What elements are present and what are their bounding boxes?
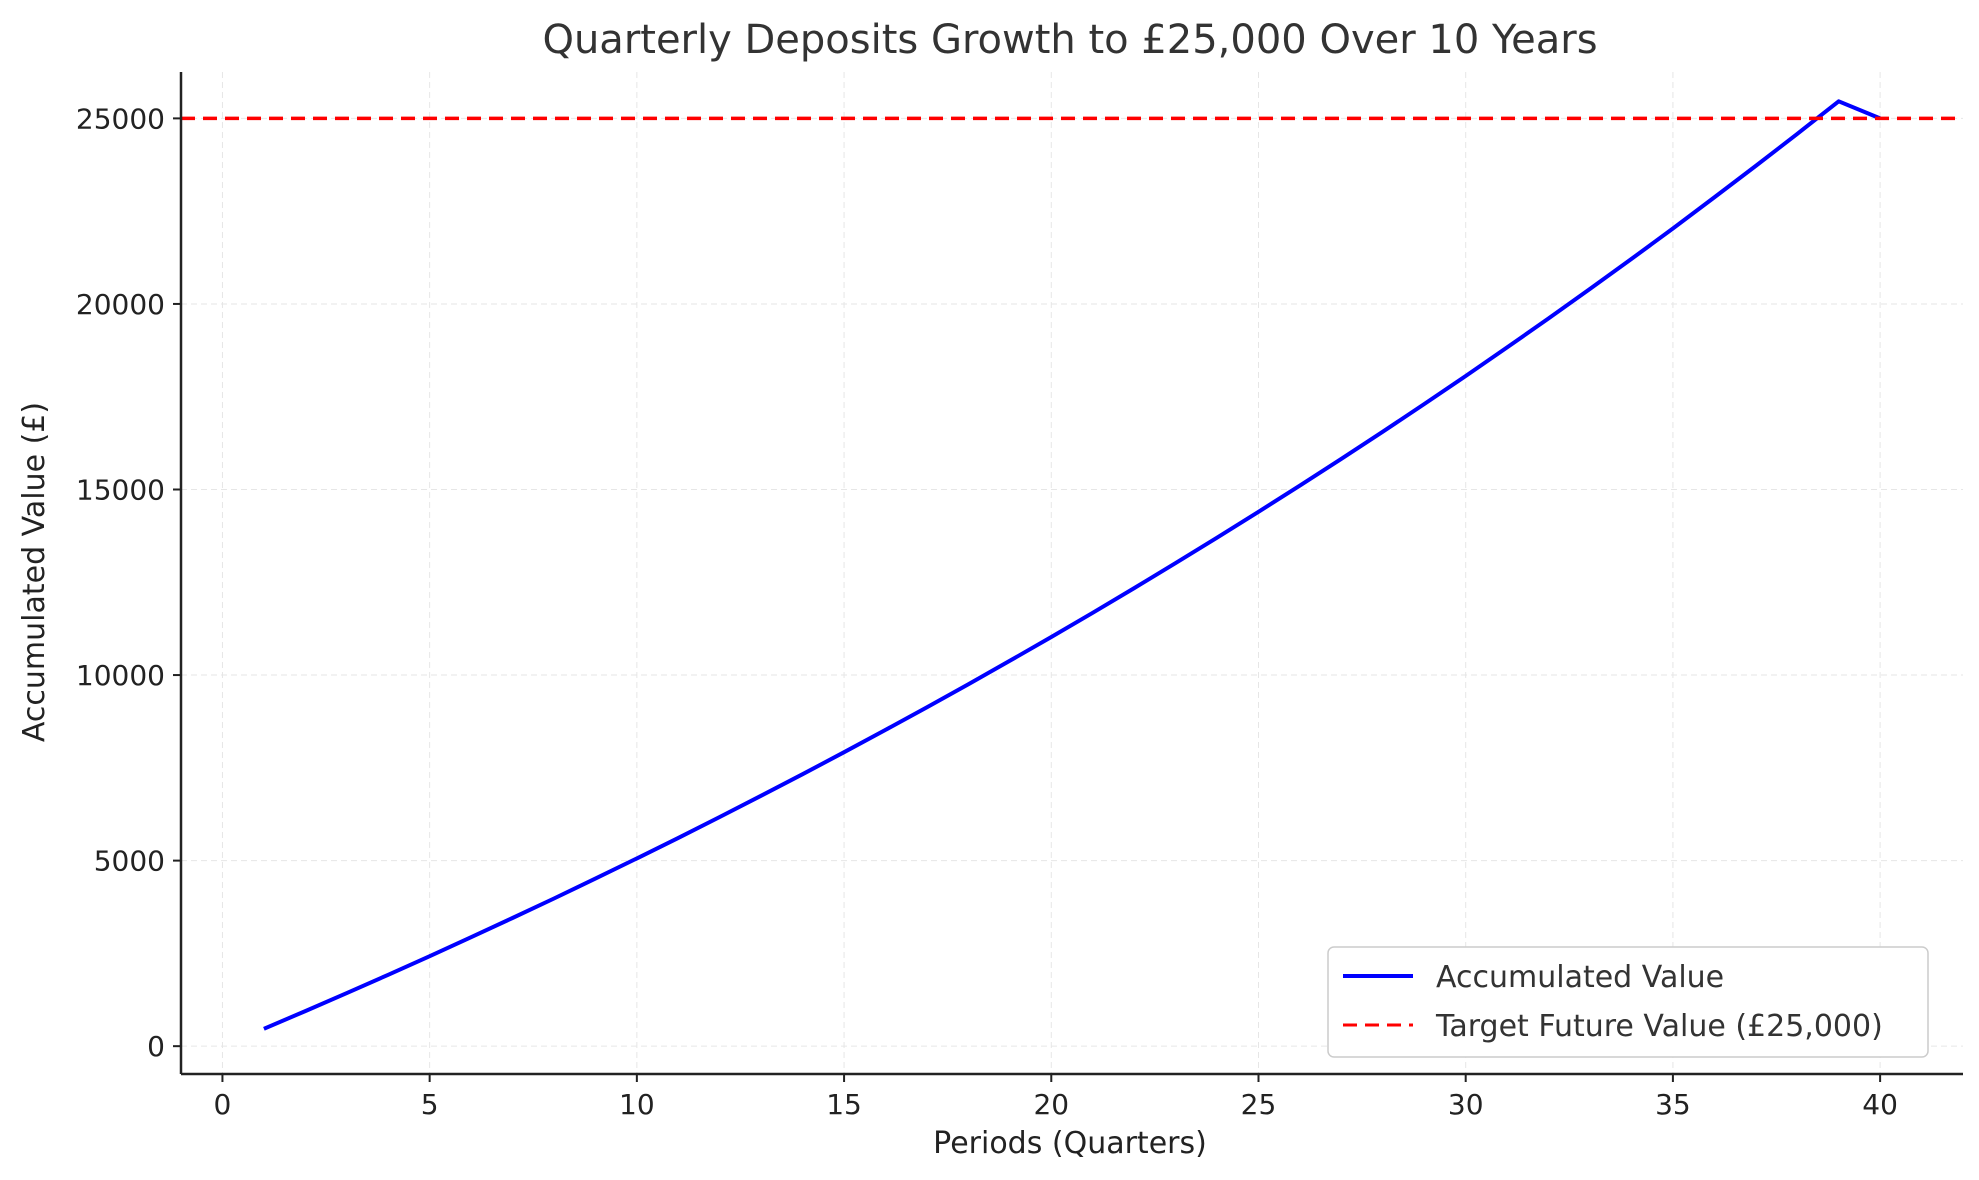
x-tick-label: 5 (421, 1088, 439, 1121)
y-tick-label: 15000 (76, 474, 165, 507)
x-tick-label: 35 (1655, 1088, 1691, 1121)
x-axis-label: Periods (Quarters) (933, 1126, 1207, 1161)
x-tick-label: 10 (619, 1088, 655, 1121)
legend: Accumulated Value Target Future Value (£… (1327, 946, 1929, 1058)
chart-title: Quarterly Deposits Growth to £25,000 Ove… (542, 17, 1597, 63)
legend-box (1327, 946, 1929, 1058)
x-tick-label: 20 (1033, 1088, 1069, 1121)
axes: 0 5 10 15 20 25 30 35 40 0 5000 10000 15000 20000 2500… (76, 72, 1963, 1121)
y-tick-label: 5000 (94, 845, 165, 878)
legend-label-accumulated-value: Accumulated Value (1436, 960, 1724, 995)
x-tick-label: 15 (826, 1088, 862, 1121)
y-tick-label: 10000 (76, 659, 165, 692)
y-tick-label: 25000 (76, 102, 165, 135)
legend-label-target-future-value: Target Future Value (£25,000) (1435, 1009, 1883, 1044)
grid (181, 72, 1963, 1074)
y-tick-label: 0 (147, 1030, 165, 1063)
x-tick-label: 0 (214, 1088, 232, 1121)
series-line-accumulated-value (263, 99, 1881, 1031)
x-tick-label: 30 (1448, 1088, 1484, 1121)
x-tick-label: 40 (1862, 1088, 1898, 1121)
x-tick-label: 25 (1241, 1088, 1277, 1121)
plot-area (181, 99, 1963, 1031)
y-tick-label: 20000 (76, 288, 165, 321)
y-axis-label: Accumulated Value (£) (17, 402, 52, 742)
